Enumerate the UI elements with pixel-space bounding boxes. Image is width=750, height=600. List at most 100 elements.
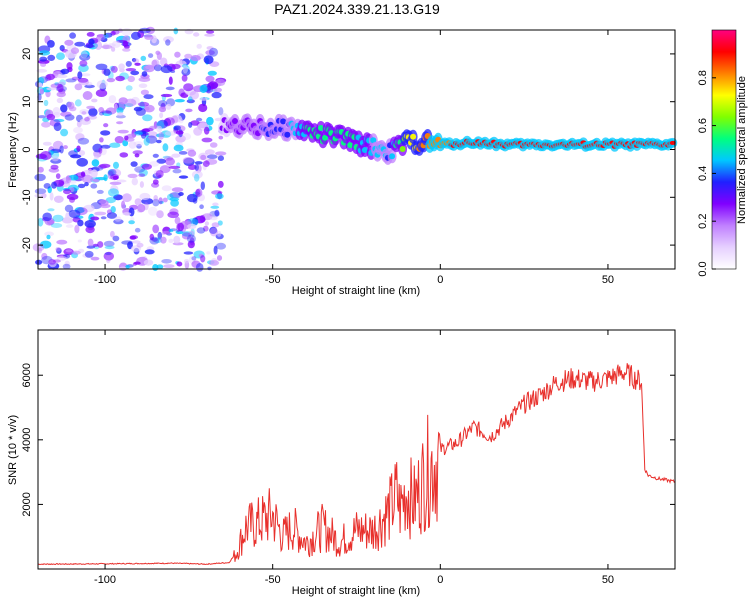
noise-speckle (127, 173, 138, 179)
noise-speckle (37, 77, 45, 85)
snr-panel: -100 -50 0 50 2000 4000 6000 Height of straig… (7, 329, 676, 597)
noise-speckle (143, 137, 150, 146)
noise-speckle (131, 58, 137, 62)
noise-speckle (42, 141, 52, 146)
noise-speckle (95, 89, 108, 97)
noise-speckle (63, 188, 72, 195)
noise-speckle (144, 35, 154, 40)
noise-speckle (56, 97, 64, 104)
noise-speckle (50, 158, 62, 164)
noise-speckle (46, 87, 57, 91)
noise-speckle (86, 115, 98, 120)
noise-speckle (178, 118, 184, 124)
noise-speckle (203, 55, 214, 65)
noise-speckle (70, 47, 80, 54)
noise-speckle (103, 240, 115, 247)
noise-speckle (174, 99, 185, 103)
noise-speckle (37, 82, 43, 87)
noise-speckle (152, 179, 159, 185)
colorbar-tick-label: 0.2 (697, 214, 709, 229)
noise-speckle (128, 207, 135, 217)
noise-speckle (168, 238, 174, 243)
noise-speckle (199, 84, 208, 93)
noise-speckle (187, 149, 197, 157)
noise-speckle (40, 240, 52, 249)
noise-speckle (49, 192, 54, 201)
noise-speckle (65, 249, 73, 253)
noise-speckle (103, 251, 115, 261)
noise-speckle (86, 105, 95, 110)
noise-speckle (133, 131, 143, 136)
noise-speckle (162, 143, 169, 152)
noise-speckle (101, 110, 112, 114)
noise-speckle (132, 150, 143, 155)
noise-speckle (84, 182, 89, 187)
noise-speckle (126, 133, 136, 139)
noise-speckle (137, 204, 146, 213)
noise-speckle (53, 122, 62, 132)
noise-speckle (138, 168, 148, 177)
noise-speckle (213, 245, 218, 255)
noise-speckle (80, 73, 91, 77)
noise-speckle (138, 173, 146, 177)
noise-speckle (188, 164, 197, 170)
noise-speckle (206, 46, 214, 50)
noise-speckle (38, 247, 42, 254)
noise-speckle (143, 259, 154, 266)
noise-speckle (116, 107, 124, 114)
colorbar-scale (711, 29, 737, 270)
noise-speckle (84, 220, 96, 228)
noise-speckle (110, 206, 116, 213)
noise-speckle (52, 107, 61, 116)
noise-speckle (183, 83, 194, 92)
noise-speckle (117, 129, 129, 134)
snr-y-tick-label: 6000 (21, 363, 33, 387)
noise-speckle (108, 95, 117, 104)
noise-speckle (43, 183, 51, 189)
noise-speckle (36, 68, 48, 73)
noise-speckle (125, 85, 133, 91)
noise-speckle (52, 214, 64, 223)
noise-speckle (209, 227, 218, 237)
colorbar-tick-label: 0.8 (697, 70, 709, 85)
noise-speckle (128, 141, 137, 149)
noise-speckle (48, 167, 60, 173)
noise-speckle (184, 53, 193, 59)
noise-speckle (77, 78, 89, 83)
noise-speckle (158, 132, 164, 140)
noise-speckle (149, 236, 160, 245)
noise-speckle (156, 158, 167, 164)
noise-speckle (104, 252, 112, 256)
noise-speckle (194, 173, 200, 182)
noise-speckle (124, 135, 129, 141)
noise-speckle (171, 115, 179, 124)
ridge-core (361, 147, 368, 153)
noise-speckle (160, 236, 167, 244)
noise-speckle (46, 113, 56, 121)
noise-speckle (139, 181, 144, 188)
noise-speckle (196, 117, 203, 122)
noise-speckle (195, 188, 203, 197)
noise-speckle (163, 36, 174, 43)
noise-speckle (173, 144, 184, 152)
noise-speckle (144, 249, 155, 255)
spectrogram-y-tick-label: -10 (21, 189, 33, 205)
spectrogram-x-tick-label: -100 (94, 274, 116, 286)
noise-speckle (183, 258, 190, 264)
noise-speckle (188, 230, 195, 238)
noise-speckle (44, 231, 54, 237)
noise-speckle (112, 235, 120, 242)
spectrogram-x-ticks: -100 -50 0 50 (94, 30, 614, 286)
noise-speckle (200, 154, 207, 161)
noise-speckle (175, 135, 186, 143)
noise-speckle (147, 206, 158, 216)
snr-x-label: Height of straight line (km) (292, 585, 420, 597)
noise-speckle (181, 74, 188, 82)
snr-x-tick-label: -50 (265, 574, 281, 586)
noise-speckle (99, 163, 111, 168)
noise-speckle (191, 170, 203, 179)
noise-speckle (153, 64, 163, 72)
noise-speckle (34, 173, 46, 182)
noise-speckle (131, 31, 141, 40)
noise-speckle (163, 264, 175, 268)
